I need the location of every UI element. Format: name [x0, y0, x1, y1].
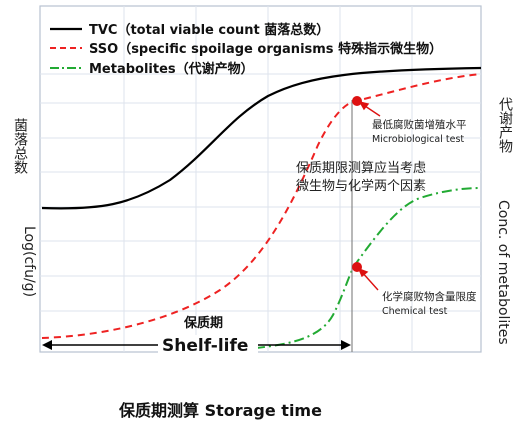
x-axis-title: 保质期测算 Storage time	[118, 401, 322, 420]
tvc-curve	[41, 66, 482, 210]
chemical-limit-label-en: Chemical test	[382, 306, 448, 317]
plot-frame	[39, 5, 482, 353]
legend: TVC（total viable count 菌落总数） SSO（specifi…	[50, 22, 442, 77]
shelf-life-arrow	[42, 335, 351, 354]
chemical-limit-label-cn: 化学腐败物含量限度	[382, 290, 477, 303]
microbiological-limit-marker	[352, 96, 362, 106]
shelf-life-label-cn: 保质期	[183, 315, 223, 331]
y-axis-left-title-cn: 菌落总数	[12, 118, 28, 174]
y-axis-right-title-en: Conc. of metabolites	[495, 200, 511, 345]
sso-curve	[41, 73, 482, 339]
legend-tvc-label: TVC（total viable count 菌落总数）	[89, 22, 329, 38]
annotation-arrows	[357, 100, 381, 291]
note-line-2: 微生物与化学两个因素	[296, 178, 426, 194]
microbiological-limit-label-en: Microbiological test	[372, 134, 464, 145]
microbiological-limit-label-cn: 最低腐败菌增殖水平	[372, 118, 467, 131]
legend-metabolites-label: Metabolites（代谢产物）	[89, 61, 254, 77]
legend-sso-label: SSO（specific spoilage organisms 特殊指示微生物）	[89, 41, 442, 57]
y-axis-left-title-en: Log(cfu/g)	[21, 226, 37, 297]
note-line-1: 保质期限测算应当考虑	[296, 160, 426, 176]
y-axis-right-title-cn: 代谢产物	[497, 97, 513, 154]
shelf-life-label-en: Shelf-life	[162, 336, 248, 356]
grid-lines	[40, 6, 481, 352]
